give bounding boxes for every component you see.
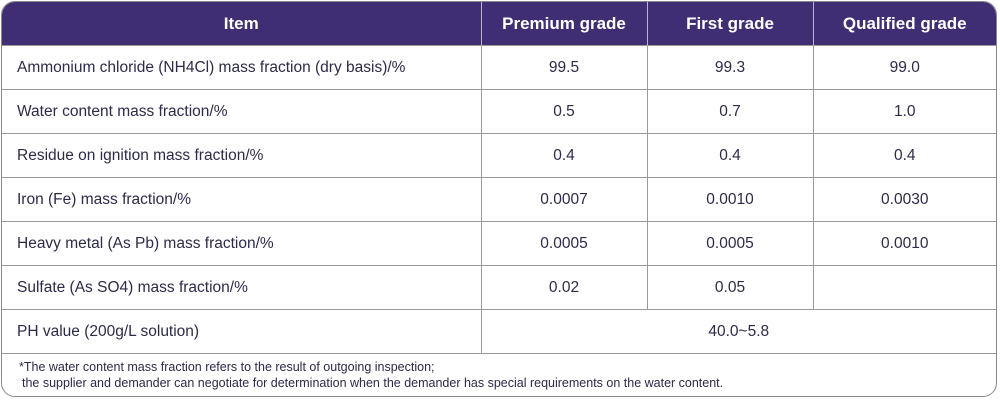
- cell-premium: 0.02: [481, 265, 648, 310]
- footnote: *The water content mass fraction refers …: [2, 353, 996, 391]
- ph-item: PH value (200g/L solution): [2, 309, 482, 353]
- cell-premium: 0.0005: [481, 221, 648, 266]
- cell-qualified: 99.0: [813, 45, 996, 90]
- cell-first: 0.0010: [647, 177, 814, 222]
- cell-premium: 99.5: [481, 45, 648, 90]
- cell-qualified: 0.0030: [813, 177, 996, 222]
- cell-first: 99.3: [647, 45, 814, 90]
- table-row: Iron (Fe) mass fraction/% 0.0007 0.0010 0.0…: [2, 177, 996, 222]
- cell-first: 0.0005: [647, 221, 814, 266]
- header-first: First grade: [647, 2, 814, 46]
- cell-item: Water content mass fraction/%: [2, 89, 482, 134]
- table-row: Residue on ignition mass fraction/% 0.4 0.…: [2, 133, 996, 178]
- cell-first: 0.7: [647, 89, 814, 134]
- header-premium: Premium grade: [481, 2, 648, 46]
- cell-qualified: 0.0010: [813, 221, 996, 266]
- cell-item: Ammonium chloride (NH4Cl) mass fraction …: [2, 45, 482, 90]
- ph-value: 40.0~5.8: [481, 309, 996, 353]
- cell-first: 0.4: [647, 133, 814, 178]
- spec-table: Item Premium grade First grade Qualified…: [2, 2, 996, 353]
- footnote-line-2: the supplier and demander can negotiate …: [22, 376, 724, 390]
- header-item: Item: [2, 2, 482, 46]
- cell-first: 0.05: [647, 265, 814, 310]
- header-qualified: Qualified grade: [813, 2, 996, 46]
- cell-premium: 0.5: [481, 89, 648, 134]
- cell-premium: 0.0007: [481, 177, 648, 222]
- table-row-ph: PH value (200g/L solution) 40.0~5.8: [2, 309, 996, 353]
- cell-qualified: 0.4: [813, 133, 996, 178]
- cell-item: Sulfate (As SO4) mass fraction/%: [2, 265, 482, 310]
- cell-qualified: 1.0: [813, 89, 996, 134]
- cell-premium: 0.4: [481, 133, 648, 178]
- table-row: Water content mass fraction/% 0.5 0.7 1.0: [2, 89, 996, 134]
- cell-item: Iron (Fe) mass fraction/%: [2, 177, 482, 222]
- table-row: Heavy metal (As Pb) mass fraction/% 0.000…: [2, 221, 996, 266]
- table-row: Sulfate (As SO4) mass fraction/% 0.02 0.05: [2, 265, 996, 310]
- header-row: Item Premium grade First grade Qualified…: [2, 2, 996, 46]
- cell-item: Heavy metal (As Pb) mass fraction/%: [2, 221, 482, 266]
- footnote-line-1: *The water content mass fraction refers …: [19, 360, 435, 374]
- cell-item: Residue on ignition mass fraction/%: [2, 133, 482, 178]
- table-row: Ammonium chloride (NH4Cl) mass fraction …: [2, 45, 996, 90]
- cell-qualified: [813, 265, 996, 310]
